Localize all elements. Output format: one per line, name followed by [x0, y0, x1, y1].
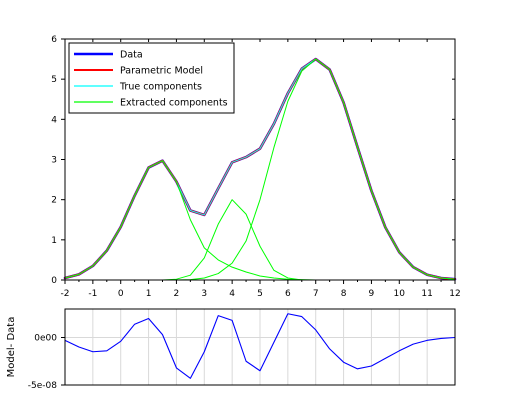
residual-y-tick-label: 0e00: [34, 334, 57, 344]
x-tick-label: -1: [88, 289, 97, 299]
x-tick-label: 9: [369, 289, 375, 299]
x-tick-label: 11: [421, 289, 432, 299]
extracted-components-line-4: [162, 199, 303, 281]
residual-plot-frame: [64, 308, 456, 386]
y-tick-label: 6: [51, 35, 57, 45]
y-tick-label: 0: [51, 276, 57, 286]
legend-label: Data: [120, 50, 143, 61]
x-tick-label: 12: [449, 289, 460, 299]
x-tick-label: 0: [118, 289, 124, 299]
y-tick-label: 3: [51, 156, 57, 166]
x-tick-label: 3: [201, 289, 207, 299]
y-tick-label: 4: [51, 115, 57, 125]
x-tick-label: 5: [257, 289, 263, 299]
x-tick-label: 10: [394, 289, 406, 299]
residual-y-tick-label: -5e-08: [28, 381, 57, 391]
x-tick-label: 2: [174, 289, 180, 299]
x-tick-label: 7: [313, 289, 319, 299]
residual-y-axis-title: Model- Data: [6, 317, 17, 378]
legend-label: True components: [119, 82, 202, 93]
legend-label: Extracted components: [120, 98, 228, 109]
x-tick-label: 1: [146, 289, 152, 299]
x-tick-label: 4: [229, 289, 235, 299]
legend: Data Parametric Model True components Extra…: [68, 42, 235, 114]
y-tick-label: 2: [51, 196, 57, 206]
residual-line-0: [64, 313, 456, 379]
x-tick-label: -2: [61, 289, 70, 299]
extracted-components-line-5: [175, 58, 456, 281]
legend-label: Parametric Model: [120, 66, 203, 77]
y-tick-label: 1: [51, 236, 57, 246]
y-tick-label: 5: [51, 75, 57, 85]
x-tick-label: 8: [341, 289, 347, 299]
residual-plot: 0e00 -5e-08 Model- Data: [6, 308, 456, 391]
x-tick-label: 6: [285, 289, 291, 299]
